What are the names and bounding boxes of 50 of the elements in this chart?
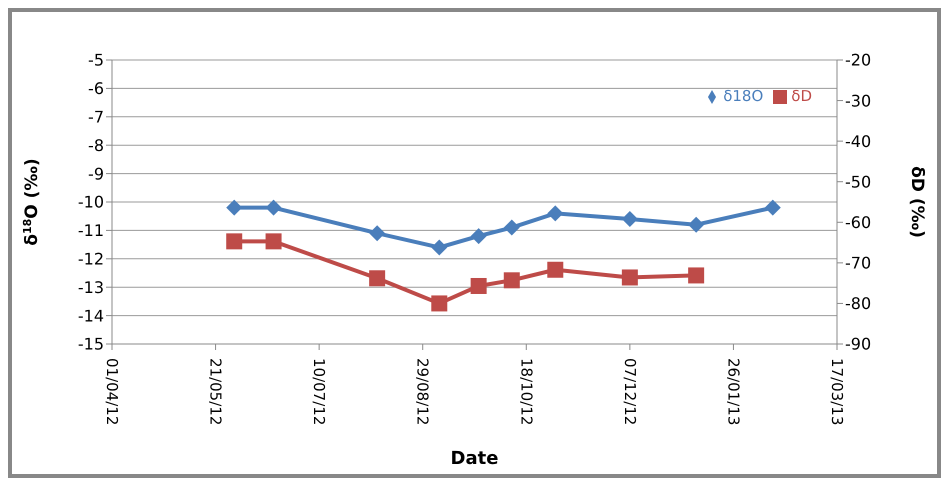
y2-tick-label: -60 [845, 212, 872, 232]
y2-tick-label: -20 [845, 50, 872, 70]
point [470, 228, 487, 244]
point [764, 200, 781, 216]
x-tick-label: 01/04/12 [103, 358, 121, 426]
y2-tick-label: -90 [845, 334, 872, 354]
point [547, 205, 564, 222]
point [369, 270, 386, 286]
x-tick-label: 26/01/13 [724, 358, 742, 426]
point [226, 233, 242, 250]
point [622, 269, 638, 286]
y2-tick-label: -30 [845, 91, 872, 110]
x-tick-label: 07/12/12 [620, 358, 639, 426]
point [266, 233, 282, 250]
point [431, 295, 448, 312]
y2-axis-title: δD (‰) [907, 166, 927, 238]
y-tick-label: -14 [78, 306, 104, 326]
legend-label: δD [791, 87, 812, 105]
y-tick-label: -13 [78, 278, 104, 297]
y-tick-label: -6 [88, 79, 104, 98]
point [504, 220, 520, 236]
x-axis-title: Date [450, 448, 498, 469]
y-tick-label: -5 [88, 50, 104, 70]
y-tick-label: -9 [88, 164, 104, 184]
x-tick-label: 10/07/12 [310, 358, 328, 426]
y-tick-label: -8 [88, 136, 104, 155]
y-tick-label: -7 [88, 107, 104, 126]
y2-tick-label: -80 [845, 294, 872, 314]
x-tick-label: 18/10/12 [517, 358, 536, 426]
y-tick-label: -10 [78, 192, 104, 212]
point [369, 225, 386, 242]
y-tick-label: -11 [78, 221, 104, 240]
x-tick-label: 21/05/12 [206, 358, 225, 426]
point [226, 200, 242, 216]
x-tick-label: 29/08/12 [414, 358, 432, 426]
point [688, 267, 704, 284]
point [504, 272, 520, 288]
y-tick-label: -12 [78, 249, 104, 268]
point [266, 200, 282, 216]
point [547, 262, 564, 278]
y2-tick-label: -50 [845, 172, 872, 192]
point [431, 239, 448, 256]
y-tick-label: -15 [78, 334, 104, 354]
x-tick-label: 17/03/13 [828, 358, 846, 426]
point [470, 278, 487, 294]
y2-tick-label: -70 [845, 254, 872, 273]
y2-tick-label: -40 [845, 132, 872, 151]
point [622, 211, 638, 228]
legend-label: δ18O [723, 87, 764, 105]
point [688, 216, 704, 233]
